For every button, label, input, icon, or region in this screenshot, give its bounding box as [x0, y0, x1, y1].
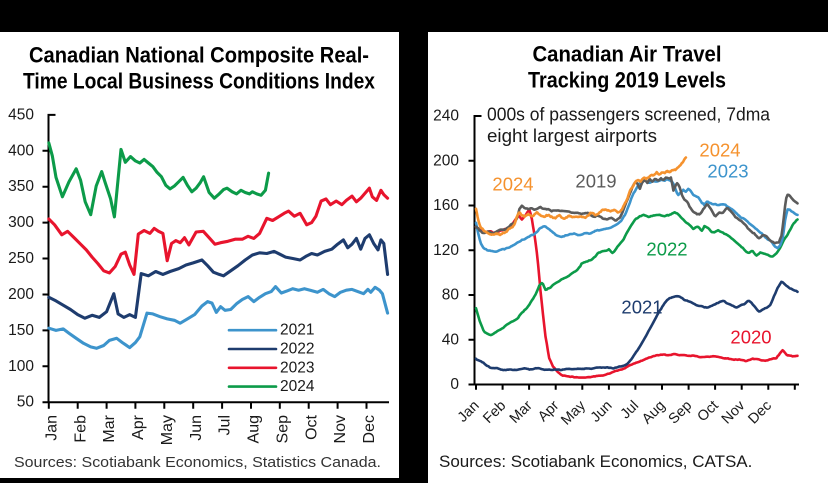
- svg-text:Jun: Jun: [188, 415, 205, 441]
- svg-text:May: May: [159, 415, 176, 445]
- svg-text:Aug: Aug: [246, 415, 263, 443]
- svg-text:Jul: Jul: [217, 415, 234, 435]
- svg-text:400: 400: [8, 142, 34, 159]
- svg-text:200: 200: [433, 152, 459, 169]
- svg-text:160: 160: [433, 197, 459, 214]
- svg-text:Apr: Apr: [130, 414, 147, 440]
- svg-text:2022: 2022: [280, 341, 314, 358]
- svg-text:Sources: Scotiabank Economics,: Sources: Scotiabank Economics, Statistic…: [14, 454, 381, 471]
- svg-text:2024: 2024: [280, 378, 315, 395]
- svg-text:40: 40: [442, 331, 460, 348]
- svg-text:Oct: Oct: [303, 414, 320, 439]
- svg-text:Canadian National Composite Re: Canadian National Composite Real-: [29, 43, 369, 68]
- svg-text:240: 240: [433, 108, 459, 125]
- svg-text:2023: 2023: [707, 161, 748, 182]
- svg-text:2023: 2023: [280, 359, 314, 376]
- svg-text:Tracking 2019 Levels: Tracking 2019 Levels: [528, 68, 726, 93]
- svg-text:2021: 2021: [280, 322, 314, 339]
- svg-text:250: 250: [8, 250, 34, 267]
- svg-text:Dec: Dec: [361, 415, 378, 443]
- svg-text:eight largest airports: eight largest airports: [487, 125, 657, 146]
- svg-text:2019: 2019: [575, 171, 616, 192]
- svg-text:50: 50: [17, 394, 35, 411]
- svg-text:450: 450: [8, 106, 34, 123]
- svg-text:100: 100: [8, 358, 34, 375]
- svg-text:Time Local Business Conditions: Time Local Business Conditions Index: [23, 69, 375, 94]
- svg-text:Jan: Jan: [43, 415, 60, 441]
- svg-text:80: 80: [442, 287, 460, 304]
- svg-text:Feb: Feb: [72, 415, 89, 443]
- svg-text:350: 350: [8, 178, 34, 195]
- svg-text:Canadian Air Travel: Canadian Air Travel: [533, 42, 722, 67]
- svg-text:Nov: Nov: [332, 415, 349, 443]
- svg-text:2024: 2024: [492, 174, 533, 195]
- svg-text:Sep: Sep: [274, 415, 291, 444]
- svg-text:000s of passengers screened, 7: 000s of passengers screened, 7dma: [487, 104, 771, 125]
- svg-text:0: 0: [450, 376, 459, 393]
- svg-text:120: 120: [433, 242, 459, 259]
- svg-text:300: 300: [8, 214, 34, 231]
- svg-text:200: 200: [8, 286, 34, 303]
- svg-text:2020: 2020: [730, 327, 771, 348]
- svg-text:Sources: Scotiabank Economics,: Sources: Scotiabank Economics, CATSA.: [439, 452, 752, 471]
- svg-text:150: 150: [8, 322, 34, 339]
- svg-text:2021: 2021: [621, 297, 662, 318]
- svg-text:Mar: Mar: [101, 414, 118, 442]
- svg-text:2022: 2022: [646, 239, 687, 260]
- svg-text:2024: 2024: [699, 140, 740, 161]
